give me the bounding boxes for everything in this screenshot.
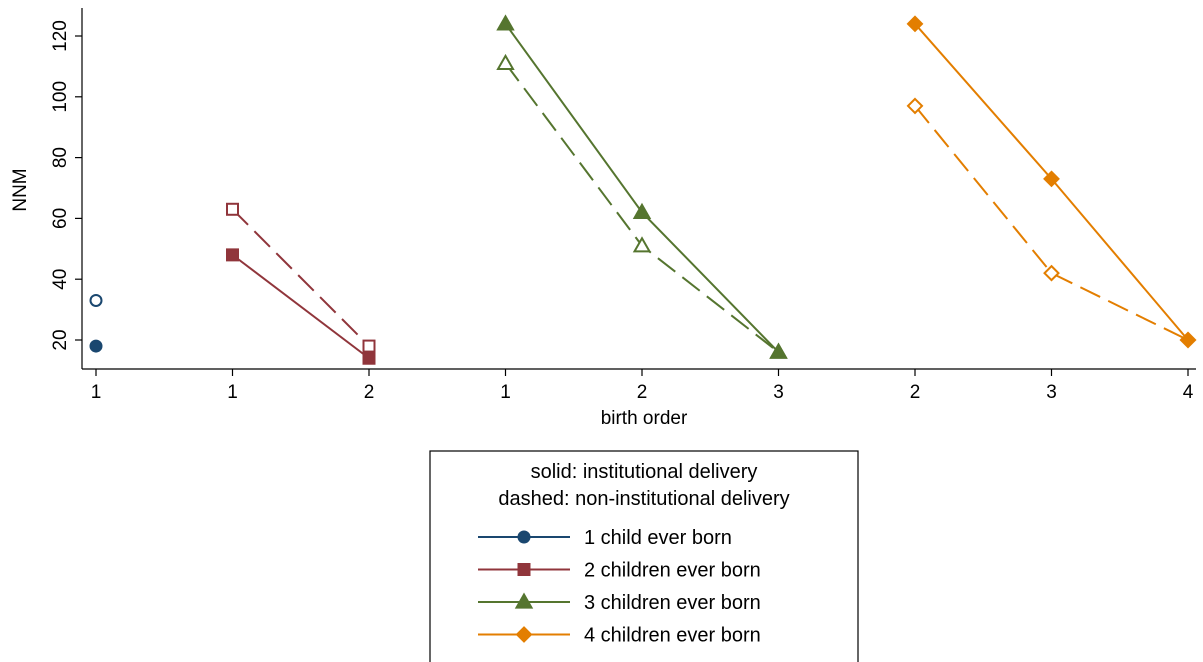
legend-item-label: 3 children ever born [584, 592, 761, 614]
data-point-solid [769, 342, 788, 359]
series-1 [89, 293, 103, 353]
y-tick-label: 80 [50, 147, 71, 168]
legend-title-line: dashed: non-institutional delivery [498, 488, 789, 510]
series-line-dashed [231, 208, 370, 347]
legend-title-line: solid: institutional delivery [531, 461, 758, 483]
y-tick-label: 60 [50, 208, 71, 229]
x-tick-label: 1 [500, 382, 511, 403]
x-tick-label: 1 [227, 382, 238, 403]
legend-item-label: 2 children ever born [584, 560, 761, 582]
data-point-solid [1179, 331, 1197, 349]
legend-box [429, 450, 859, 662]
legend-item-label: 1 child ever born [584, 527, 732, 549]
series-2 [226, 202, 376, 365]
x-axis-label: birth order [601, 408, 688, 429]
x-tick-label: 3 [1046, 382, 1057, 403]
data-point-solid [496, 14, 515, 31]
x-ticks: 1 1 2 1 2 3 2 3 4 [91, 369, 1194, 403]
data-point-solid [1043, 170, 1060, 188]
data-point-solid [362, 351, 376, 365]
series-line-solid [504, 23, 780, 353]
y-tick-label: 20 [50, 329, 71, 350]
y-tick-label: 40 [50, 269, 71, 290]
legend-item-label: 4 children ever born [584, 625, 761, 647]
data-point-dashed [226, 202, 239, 216]
data-point-solid [89, 339, 103, 353]
y-tick-label: 120 [50, 20, 71, 52]
x-tick-label: 2 [364, 382, 375, 403]
data-point-dashed [906, 97, 924, 115]
legend-key-marker [517, 530, 531, 544]
data-point-dashed [632, 236, 652, 253]
series-layer [89, 14, 1197, 365]
y-ticks: 20 40 60 80 100 120 [50, 20, 82, 351]
x-tick-label: 1 [91, 382, 102, 403]
legend-key-marker [515, 626, 533, 643]
series-4 [906, 15, 1197, 349]
x-tick-label: 4 [1183, 382, 1194, 403]
legend-key-marker [514, 592, 534, 609]
data-point-dashed [496, 53, 515, 70]
data-point-dashed [1043, 264, 1060, 282]
series-line-dashed [914, 105, 1189, 341]
y-axis-label: NNM [10, 168, 31, 211]
data-point-solid [906, 15, 924, 33]
plot-area: 20 40 60 80 100 120 1 1 2 1 2 3 2 3 4 birth order NNM [10, 8, 1197, 429]
y-tick-label: 100 [50, 81, 71, 113]
legend-key-marker [517, 563, 531, 576]
data-point-solid [632, 202, 652, 219]
series-3 [496, 14, 788, 359]
data-point-dashed [89, 293, 103, 307]
series-line-solid [231, 254, 370, 360]
x-tick-label: 2 [910, 382, 921, 403]
data-point-solid [226, 248, 239, 262]
x-tick-label: 2 [637, 382, 648, 403]
legend-items: 1 child ever born 2 children ever born 3 c… [478, 527, 761, 647]
legend: solid: institutional delivery dashed: no… [429, 450, 859, 662]
data-point-dashed [362, 339, 376, 353]
x-tick-label: 3 [773, 382, 784, 403]
